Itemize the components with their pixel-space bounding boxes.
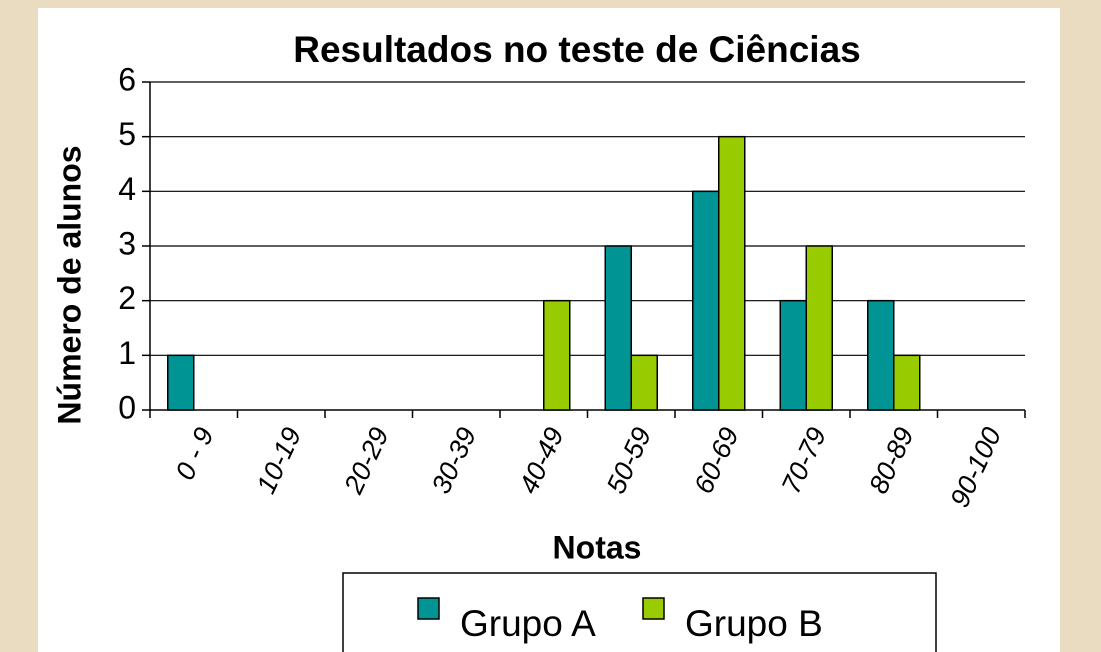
bar [604,245,632,411]
bar [167,354,195,411]
legend-swatch [642,597,665,620]
bar [779,299,807,411]
y-tick-label: 0 [118,389,136,425]
bar [893,354,921,411]
bar [543,299,571,411]
bar [867,299,895,411]
x-axis-label: Notas [553,529,642,565]
legend-label: Grupo B [685,603,823,644]
chart-title: Resultados no teste de Ciências [293,29,861,70]
y-tick-label: 2 [118,280,136,316]
legend-swatch [417,597,440,620]
legend [342,572,937,652]
y-tick-label: 3 [118,225,136,261]
y-tick-label: 4 [118,171,136,207]
y-axis-label: Número de alunos [51,145,87,424]
y-tick-label: 5 [118,116,136,152]
bar [630,354,658,411]
legend-label: Grupo A [460,603,596,644]
bar [805,245,833,411]
y-tick-label: 1 [118,335,136,371]
y-tick-label: 6 [118,61,136,97]
bar [692,190,720,411]
bar [718,135,746,411]
